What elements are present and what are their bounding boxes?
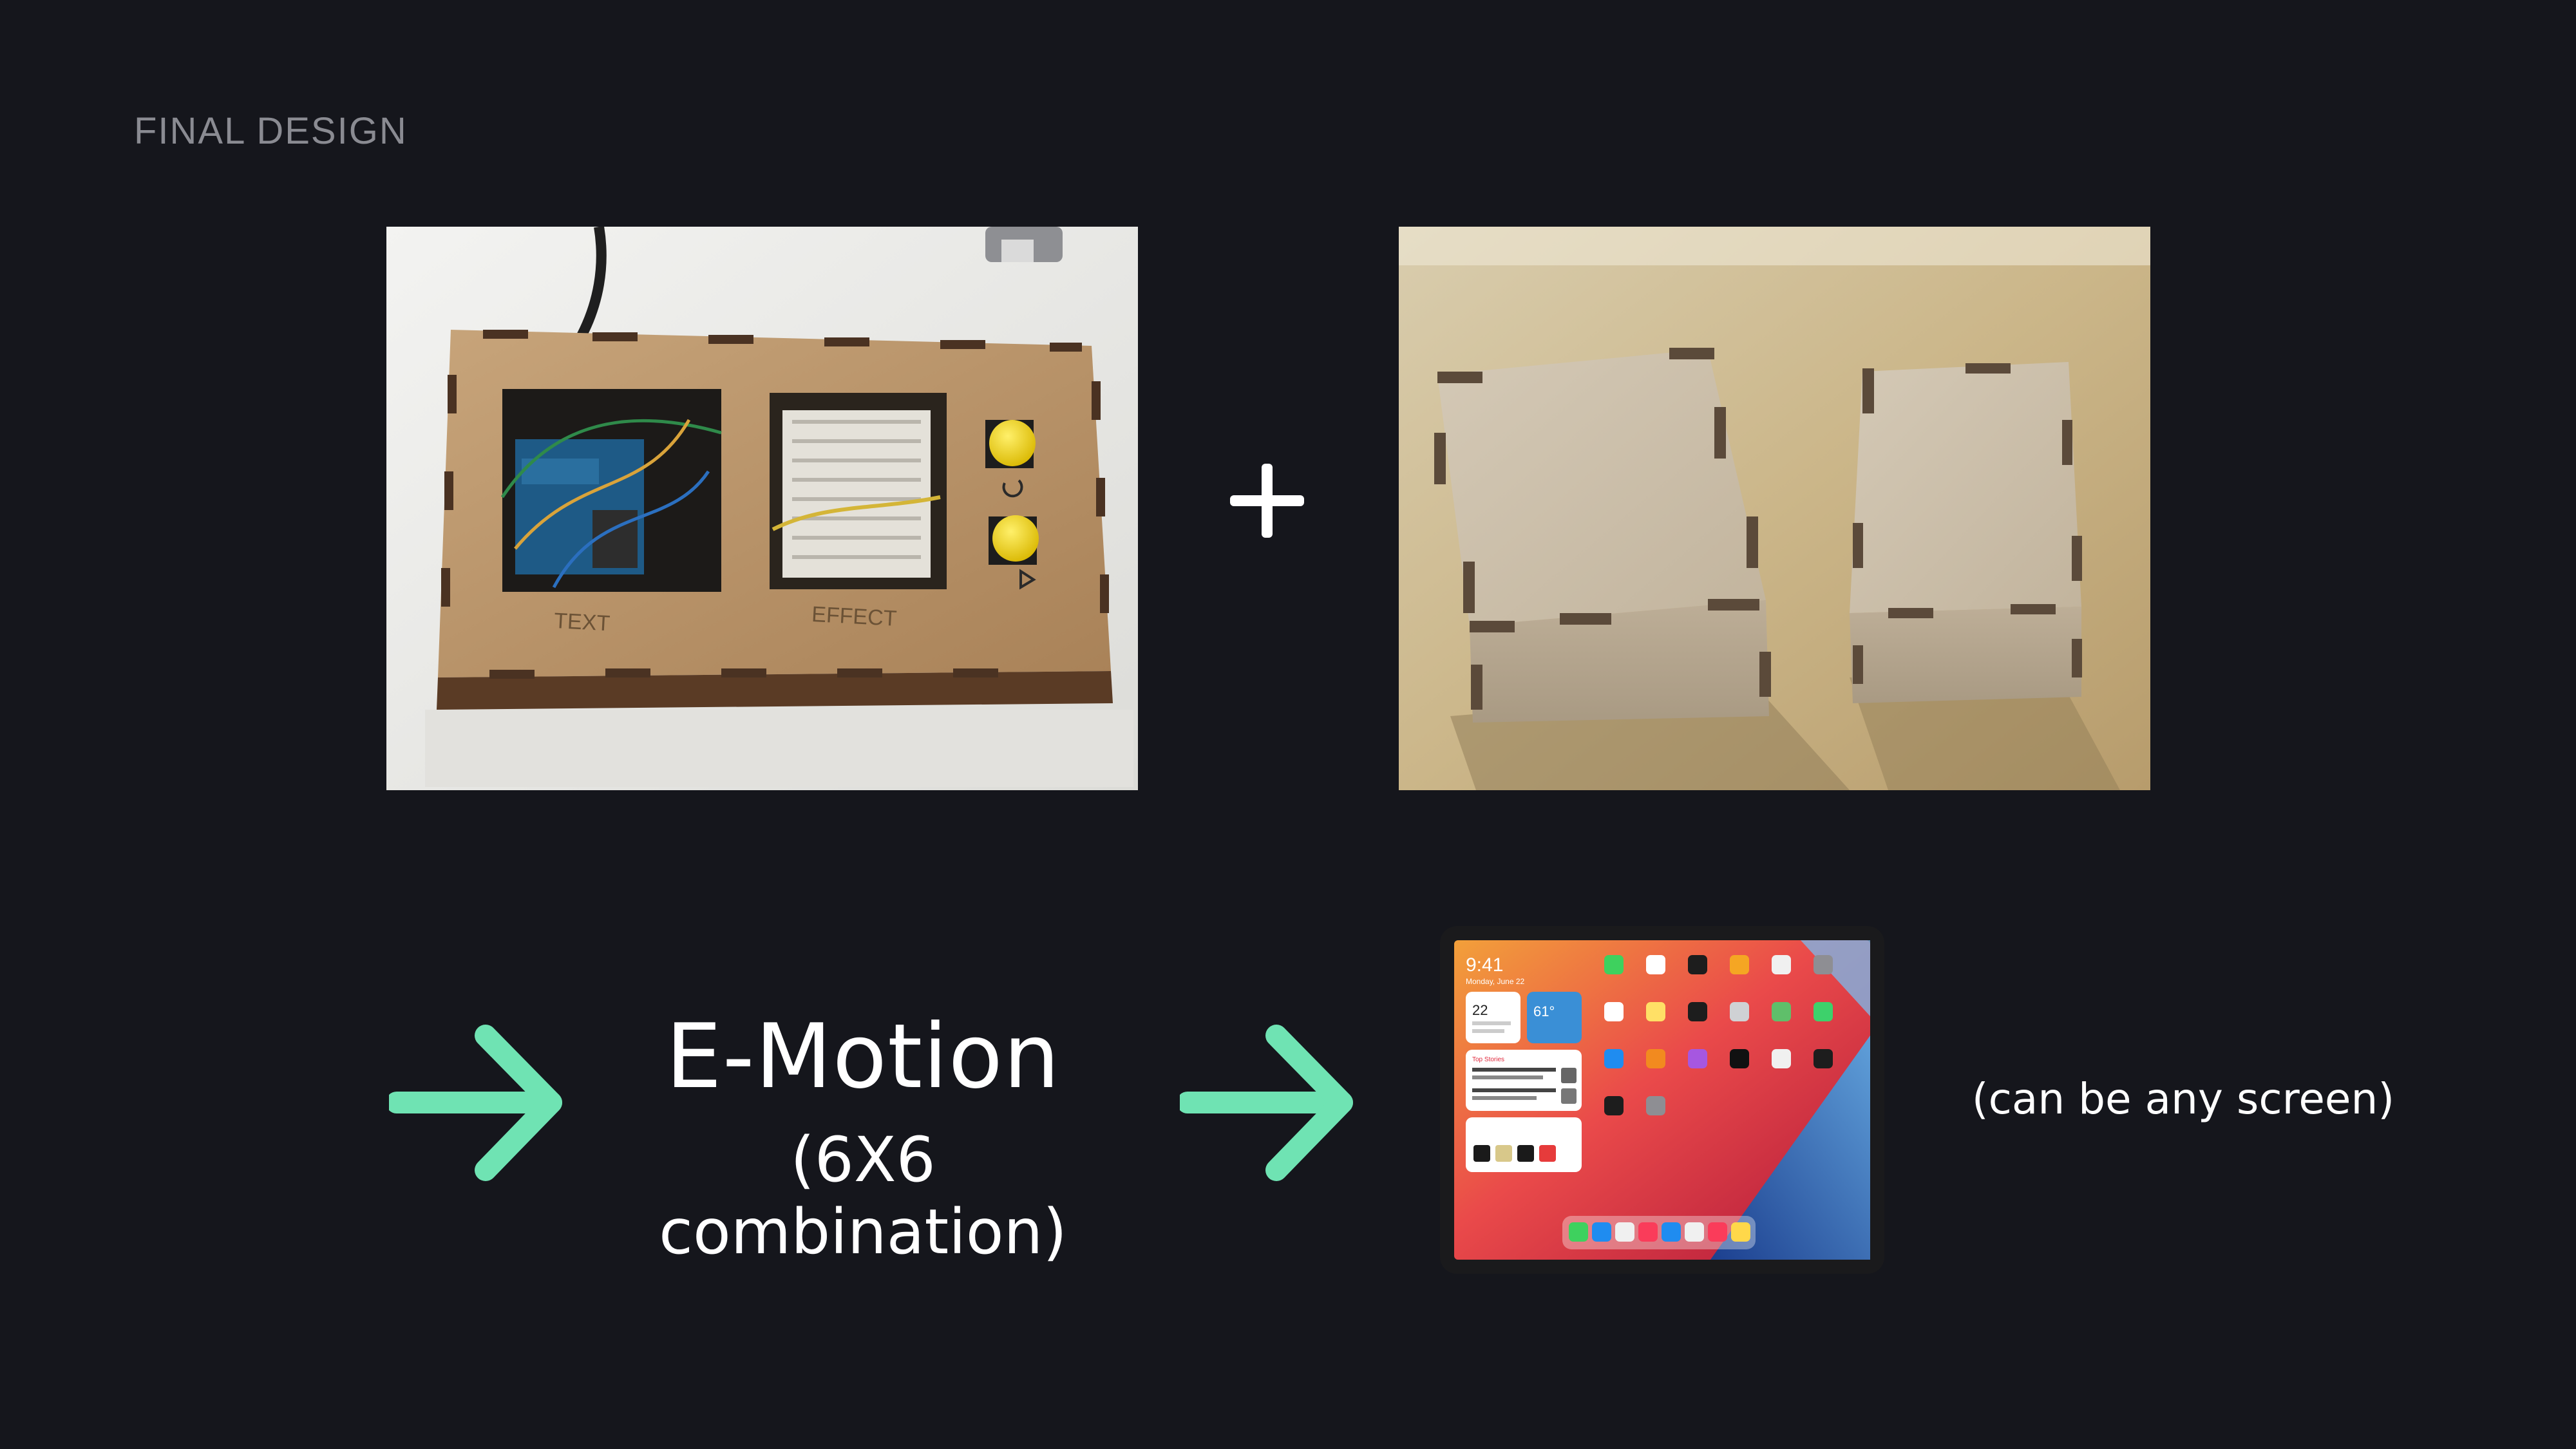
tablet-date: Monday, June 22 <box>1466 977 1524 986</box>
tablet-time: 9:41 <box>1466 954 1503 976</box>
plus-icon <box>1230 464 1304 538</box>
caption-any-screen: (can be any screen) <box>1971 1074 2395 1124</box>
arrow-right-icon <box>389 1025 562 1181</box>
section-label: FINAL DESIGN <box>134 110 408 152</box>
cubes-photo <box>1399 227 2150 790</box>
arrow-right-icon <box>1180 1025 1353 1181</box>
tablet-news-header: Top Stories <box>1472 1056 1504 1063</box>
controller-box-photo: TEXT EFFECT <box>386 227 1138 790</box>
product-subtitle: (6X6 combination) <box>659 1124 1067 1268</box>
tablet-weather: 61° <box>1533 1003 1555 1019</box>
box-label-text: TEXT <box>553 609 611 636</box>
tablet-image: 9:41 Monday, June 22 22 61° Top Stories <box>1440 926 1884 1274</box>
box-label-effect: EFFECT <box>811 602 897 631</box>
tablet-calendar-day: 22 <box>1472 1002 1488 1018</box>
product-name: E-Motion <box>665 1005 1061 1108</box>
